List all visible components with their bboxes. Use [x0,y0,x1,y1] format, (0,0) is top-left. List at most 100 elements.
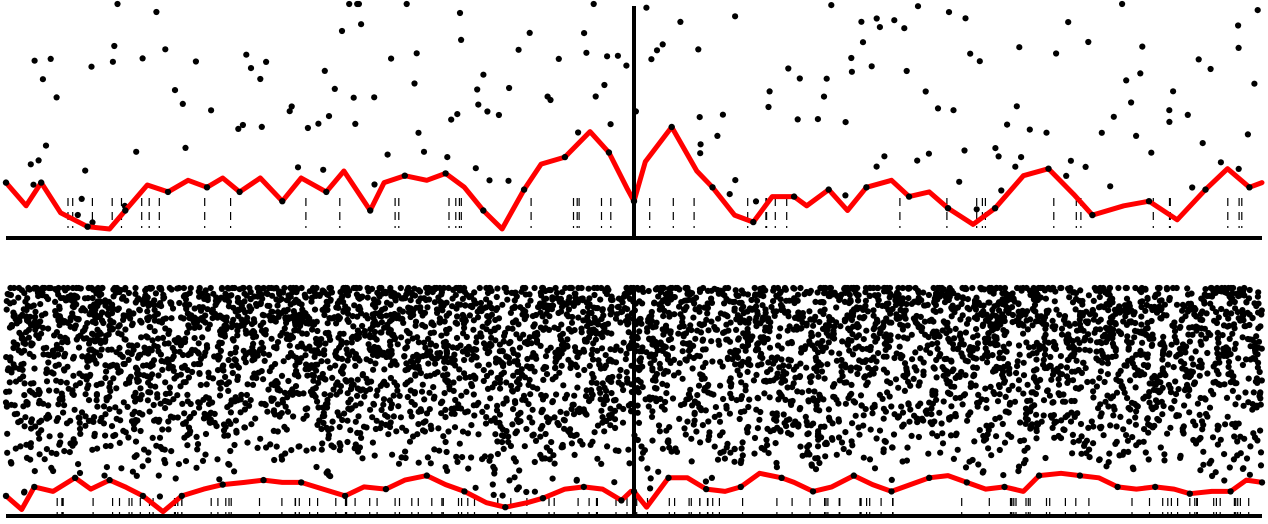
scatter-point [644,465,651,472]
scatter-point [110,375,117,382]
scatter-point [6,379,13,386]
scatter-point [344,438,351,446]
scatter-point [1034,384,1041,391]
scatter-point [486,177,493,184]
scatter-point [737,362,745,369]
scatter-point [363,312,370,319]
scatter-point [442,406,449,413]
scatter-point [1249,314,1256,322]
scatter-point [833,451,840,458]
scatter-point [14,410,21,417]
scatter-point [814,363,821,370]
scatter-point [1041,351,1049,358]
scatter-point [1090,423,1097,430]
scatter-point [969,456,976,464]
scatter-point [1230,456,1237,463]
scatter-point [578,284,585,292]
scatter-point [805,430,812,437]
scatter-point [838,363,845,370]
scatter-point [277,332,284,339]
scatter-point [920,289,927,296]
scatter-point [691,398,699,405]
scatter-point [895,384,902,391]
scatter-point [257,301,264,308]
scatter-point [589,346,596,353]
scatter-point [1195,56,1202,63]
scatter-point [899,353,906,360]
scatter-point [1098,129,1105,136]
scatter-point [294,164,302,171]
scatter-point [48,449,55,456]
scatter-point [70,355,77,362]
scatter-point [364,294,371,301]
scatter-point [739,439,746,446]
scatter-point [243,51,250,58]
scatter-point [543,371,551,378]
scatter-point [484,313,491,320]
scatter-point [438,410,445,417]
scatter-point [1112,347,1119,354]
scatter-point [1089,306,1096,314]
scatter-point [1231,345,1238,352]
scatter-point [1099,333,1106,340]
scatter-point [901,360,909,367]
scatter-point [1015,386,1022,393]
scatter-point [1058,325,1066,332]
scatter-point [524,302,532,309]
scatter-point [468,422,475,429]
scatter-point [954,446,961,453]
scatter-point [17,417,24,424]
scatter-point [466,312,473,319]
scatter-point [527,391,534,398]
scatter-point [823,75,830,82]
scatter-point [87,417,94,424]
scatter-point [156,284,163,292]
scatter-point [464,351,471,358]
scatter-point [766,394,773,401]
scatter-point [937,449,944,456]
scatter-point [246,303,253,310]
scatter-point [812,298,819,305]
scatter-point [60,409,67,416]
scatter-point [446,310,453,317]
scatter-point [682,356,689,363]
scatter-point [543,295,550,302]
scatter-point [1033,420,1041,427]
scatter-point [866,371,873,378]
scatter-point [558,308,565,315]
scatter-point [363,356,370,363]
scatter-point [60,284,67,292]
scatter-point [460,330,467,337]
scatter-point [1044,388,1051,395]
scatter-point [712,404,720,411]
scatter-point [815,430,822,437]
scatter-point [330,386,337,393]
scatter-point [28,425,35,432]
scatter-point [116,408,123,415]
scatter-point [399,308,406,315]
scatter-point [343,378,350,385]
scatter-point [592,336,600,343]
scatter-point [551,460,558,467]
scatter-point [313,463,320,471]
scatter-point [1214,350,1221,357]
scatter-point [191,324,198,331]
scatter-point [240,284,247,292]
scatter-point [696,321,703,328]
scatter-point [573,363,581,371]
scatter-point [354,376,361,383]
scatter-point [651,299,658,306]
scatter-point [298,301,305,308]
scatter-point [870,312,877,319]
scatter-point [453,334,461,342]
scatter-point [585,309,593,316]
scatter-point [45,411,52,418]
scatter-point [362,332,369,339]
scatter-point [1067,418,1075,425]
scatter-point [505,433,512,440]
scatter-point [1139,43,1146,50]
scatter-point [257,75,264,83]
scatter-point [344,306,351,313]
scatter-point [842,400,850,407]
scatter-point [200,415,208,422]
